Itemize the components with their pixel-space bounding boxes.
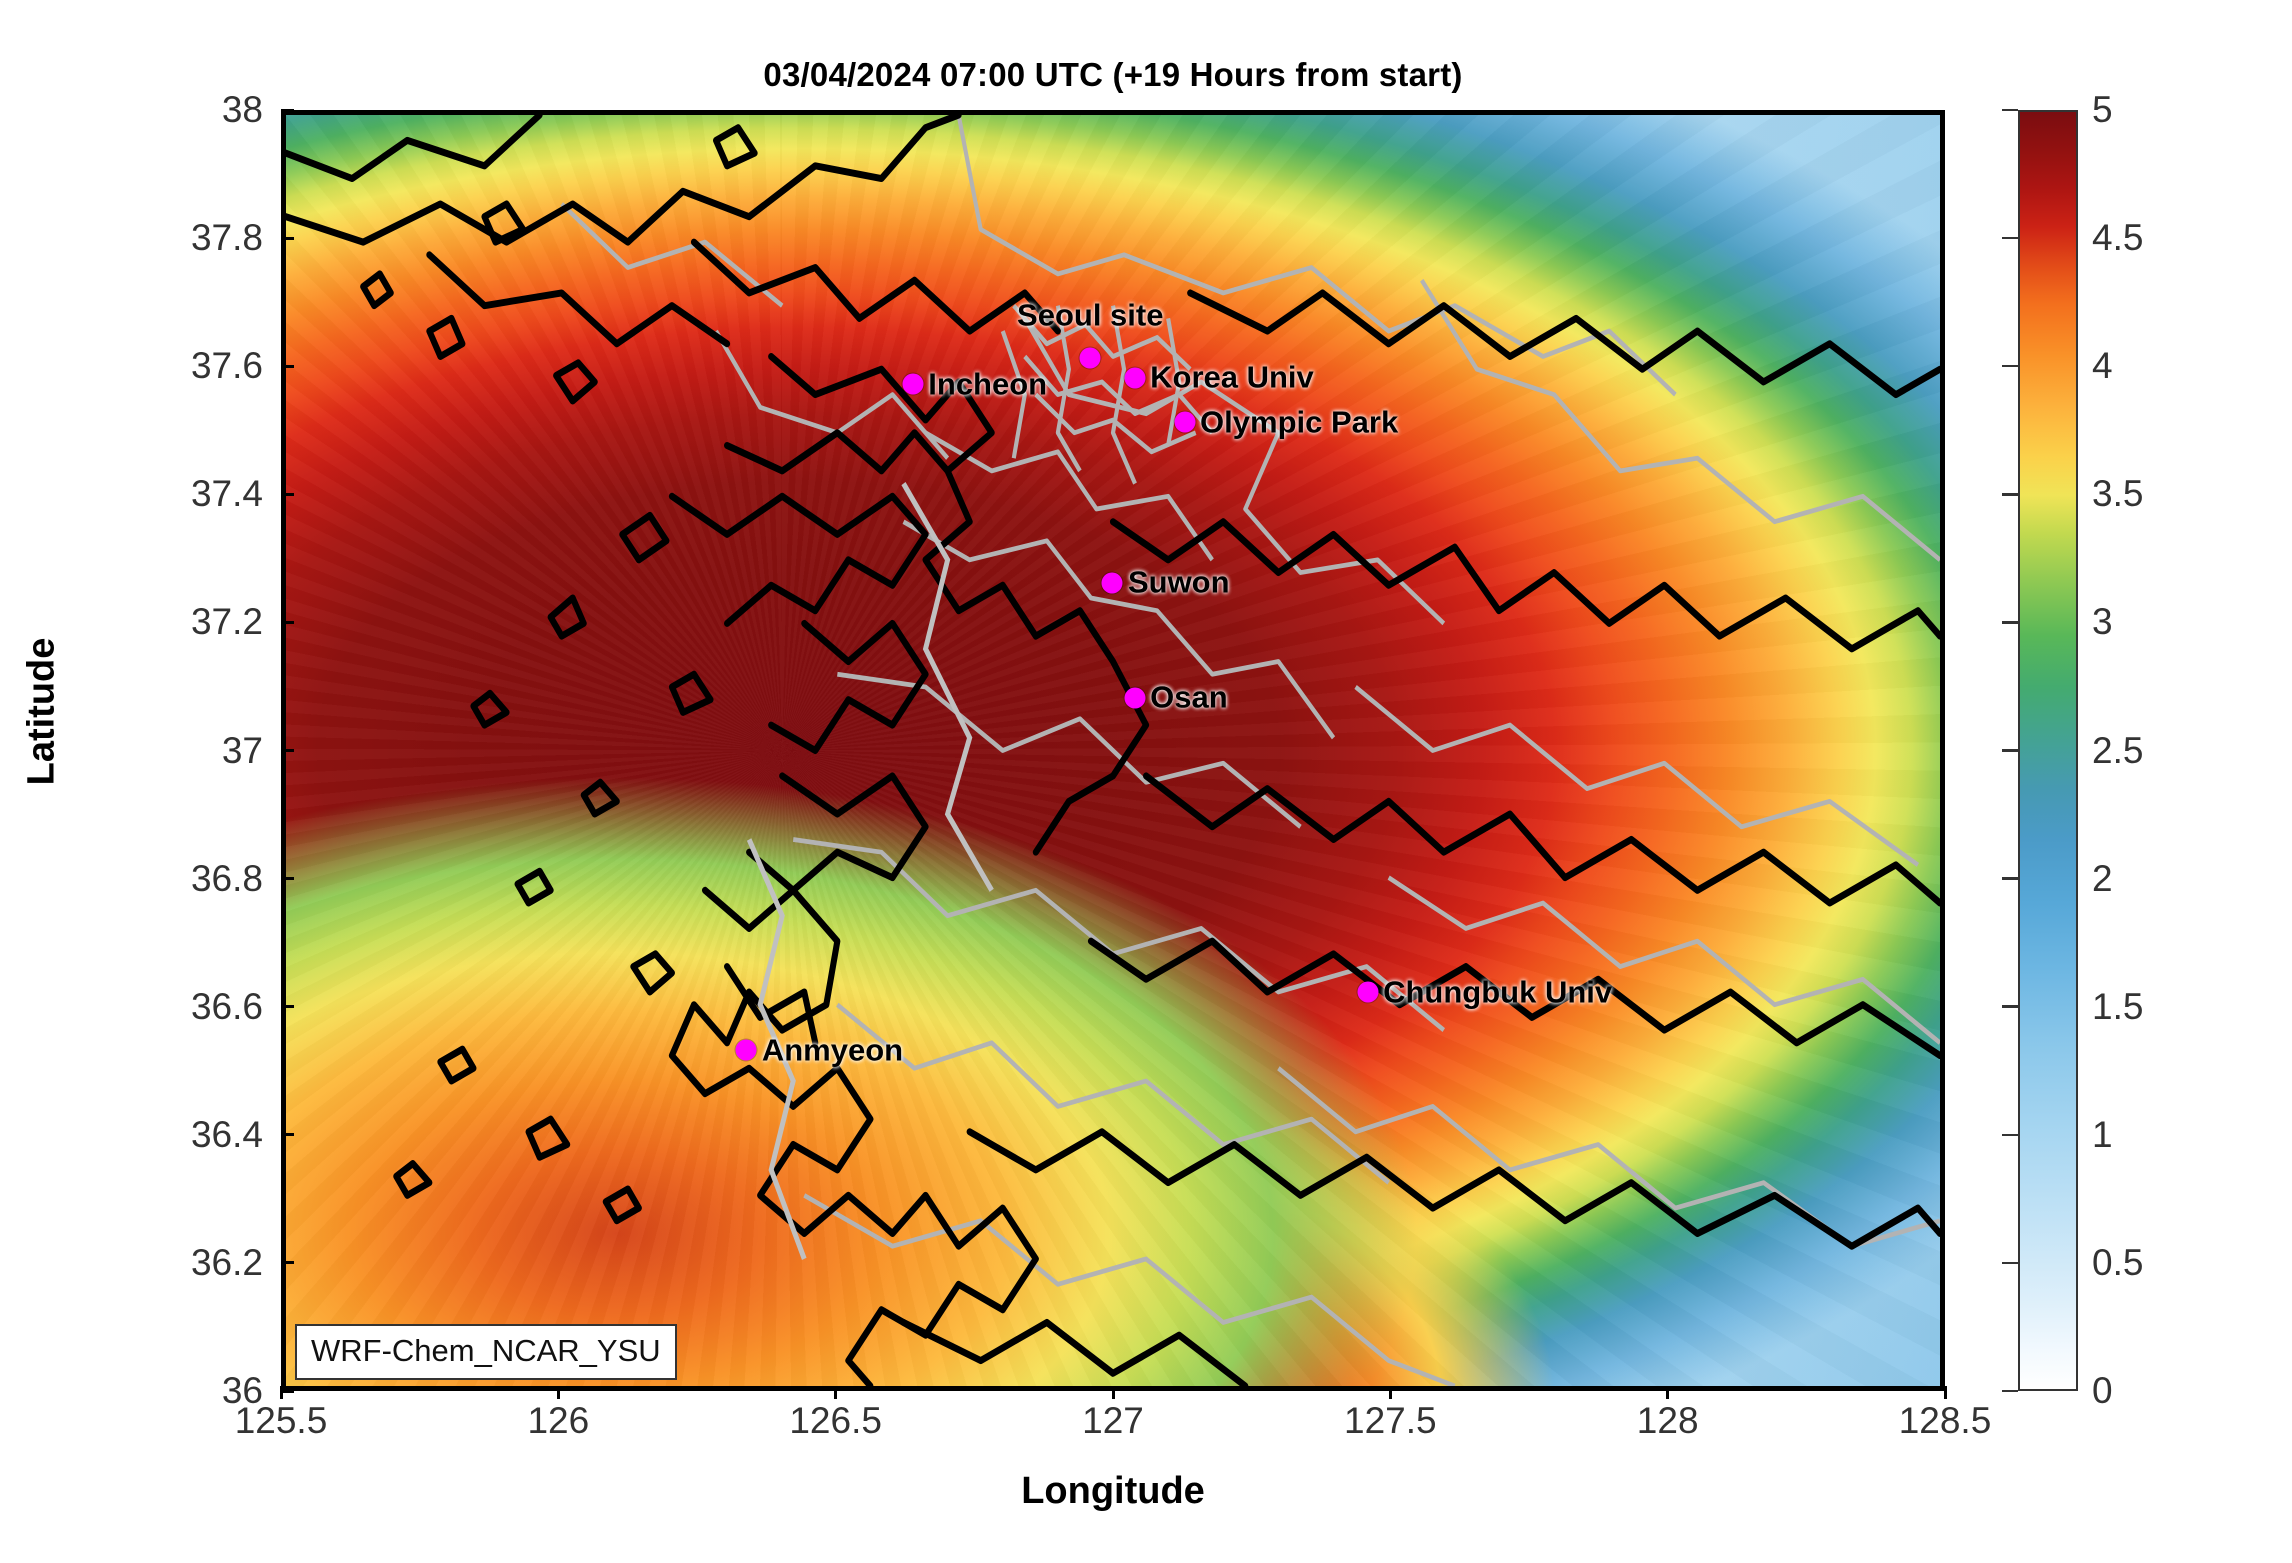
station-dot-icon bbox=[1079, 347, 1101, 369]
y-tick-label: 36 bbox=[221, 1370, 263, 1411]
y-tick-mark bbox=[281, 877, 294, 881]
colorbar-tick-label: 2.5 bbox=[2092, 729, 2144, 771]
station-marker[interactable]: Chungbuk Univ bbox=[1357, 974, 1612, 1009]
station-dot-icon bbox=[1174, 411, 1196, 433]
model-annotation-badge: WRF-Chem_NCAR_YSU bbox=[295, 1324, 677, 1380]
y-tick-label: 37.8 bbox=[190, 217, 263, 259]
station-dot-icon bbox=[735, 1039, 757, 1061]
y-tick-label: 36.2 bbox=[190, 1241, 263, 1283]
x-tick-label: 126 bbox=[527, 1400, 590, 1441]
y-tick-mark bbox=[281, 1005, 294, 1009]
colorbar-tick-label: 0.5 bbox=[2092, 1241, 2144, 1283]
x-tick-label: 127.5 bbox=[1344, 1400, 1437, 1441]
x-tick-mark bbox=[834, 1386, 838, 1399]
y-tick-mark bbox=[281, 620, 294, 624]
colorbar-tick-label: 2 bbox=[2092, 857, 2113, 899]
colorbar-tick-mark bbox=[2002, 877, 2018, 880]
colorbar-tick-mark bbox=[2002, 1005, 2018, 1008]
y-tick-mark bbox=[281, 749, 294, 752]
station-dot-icon bbox=[1101, 572, 1123, 594]
colorbar-tick-label: 1 bbox=[2092, 1113, 2113, 1155]
y-tick-label: 36.6 bbox=[190, 985, 263, 1027]
x-tick-mark bbox=[1943, 1386, 1947, 1399]
colorbar-tick-label: 5 bbox=[2092, 89, 2113, 130]
y-tick-label: 36.4 bbox=[190, 1113, 263, 1155]
colorbar-tick-label: 4 bbox=[2092, 345, 2113, 387]
y-tick-mark bbox=[281, 1261, 294, 1265]
station-marker[interactable]: Korea Univ bbox=[1124, 360, 1314, 395]
x-tick-label: 125.5 bbox=[234, 1400, 328, 1441]
x-tick-label: 126.5 bbox=[789, 1400, 882, 1441]
station-marker[interactable]: Incheon bbox=[902, 366, 1047, 401]
station-label: Osan bbox=[1150, 679, 1228, 715]
station-dot-icon bbox=[1124, 687, 1146, 709]
y-tick-mark bbox=[281, 364, 294, 368]
station-marker[interactable]: Osan bbox=[1124, 680, 1228, 715]
colorbar-tick-mark bbox=[2002, 493, 2018, 496]
x-tick-mark bbox=[1388, 1386, 1392, 1399]
x-tick-mark bbox=[556, 1386, 560, 1399]
y-tick-mark bbox=[281, 492, 294, 496]
y-tick-label: 37.4 bbox=[190, 473, 263, 515]
station-marker[interactable]: Olympic Park bbox=[1174, 404, 1398, 439]
colorbar-tick-mark bbox=[2002, 1389, 2018, 1393]
colorbar-tick-label: 3 bbox=[2092, 601, 2113, 643]
station-label: Suwon bbox=[1127, 564, 1230, 600]
colorbar-tick-mark bbox=[2002, 236, 2018, 240]
coastline bbox=[286, 115, 1940, 1386]
colorbar-tick-mark bbox=[2002, 1133, 2018, 1137]
y-tick-mark bbox=[281, 1389, 294, 1393]
y-tick-mark bbox=[281, 108, 294, 112]
station-marker[interactable]: Anmyeon bbox=[735, 1032, 903, 1067]
y-tick-mark bbox=[281, 1133, 294, 1137]
x-tick-label: 127 bbox=[1082, 1400, 1144, 1441]
x-tick-label: 128.5 bbox=[1898, 1400, 1992, 1441]
y-tick-mark bbox=[281, 236, 294, 240]
admin-boundaries bbox=[560, 115, 1940, 1386]
x-tick-label: 128 bbox=[1636, 1400, 1699, 1441]
colorbar-tick-label: 3.5 bbox=[2092, 473, 2144, 515]
x-tick-mark bbox=[1666, 1386, 1670, 1399]
y-tick-label: 37.6 bbox=[190, 345, 263, 387]
colorbar: 0 0.5 1 1.5 2 2.5 3 3.5 4 4.5 5 bbox=[2002, 89, 2143, 1411]
colorbar-tick-label: 0 bbox=[2092, 1370, 2113, 1411]
colorbar-gradient bbox=[2018, 110, 2078, 1391]
station-label: Incheon bbox=[928, 366, 1048, 401]
y-tick-label: 38 bbox=[221, 89, 263, 130]
station-dot-icon bbox=[1124, 367, 1146, 389]
x-tick-mark bbox=[279, 1386, 283, 1399]
y-tick-label: 37 bbox=[221, 729, 263, 771]
colorbar-tick-mark bbox=[2002, 1261, 2018, 1265]
station-marker[interactable]: Suwon bbox=[1101, 565, 1230, 600]
x-axis-label: Longitude bbox=[1021, 1470, 1205, 1512]
station-label: Olympic Park bbox=[1200, 404, 1399, 440]
page-title: 03/04/2024 07:00 UTC (+19 Hours from sta… bbox=[763, 56, 1463, 93]
colorbar-tick-label: 4.5 bbox=[2092, 217, 2144, 259]
station-label: Anmyeon bbox=[761, 1032, 904, 1068]
station-label: Seoul site bbox=[1017, 297, 1164, 333]
colorbar-tick-mark bbox=[2002, 621, 2018, 624]
river-line bbox=[746, 482, 994, 1261]
y-axis-label: Latitude bbox=[20, 637, 63, 786]
map-vector-overlay bbox=[286, 115, 1940, 1386]
station-dot-icon bbox=[1357, 981, 1379, 1003]
colorbar-tick-mark bbox=[2002, 749, 2018, 752]
station-label: Chungbuk Univ bbox=[1383, 974, 1613, 1010]
y-tick-label: 37.2 bbox=[190, 601, 263, 643]
station-dot-icon bbox=[902, 373, 924, 395]
x-tick-mark bbox=[1111, 1386, 1115, 1399]
map-plot-area[interactable]: Seoul site Incheon Korea Univ Olympic Park S… bbox=[281, 110, 1945, 1391]
colorbar-tick-mark bbox=[2002, 108, 2018, 112]
station-label: Korea Univ bbox=[1150, 359, 1314, 395]
colorbar-tick-mark bbox=[2002, 364, 2018, 368]
station-marker[interactable]: Seoul site bbox=[1017, 298, 1163, 369]
y-tick-label: 36.8 bbox=[190, 857, 263, 899]
colorbar-tick-label: 1.5 bbox=[2092, 985, 2144, 1027]
